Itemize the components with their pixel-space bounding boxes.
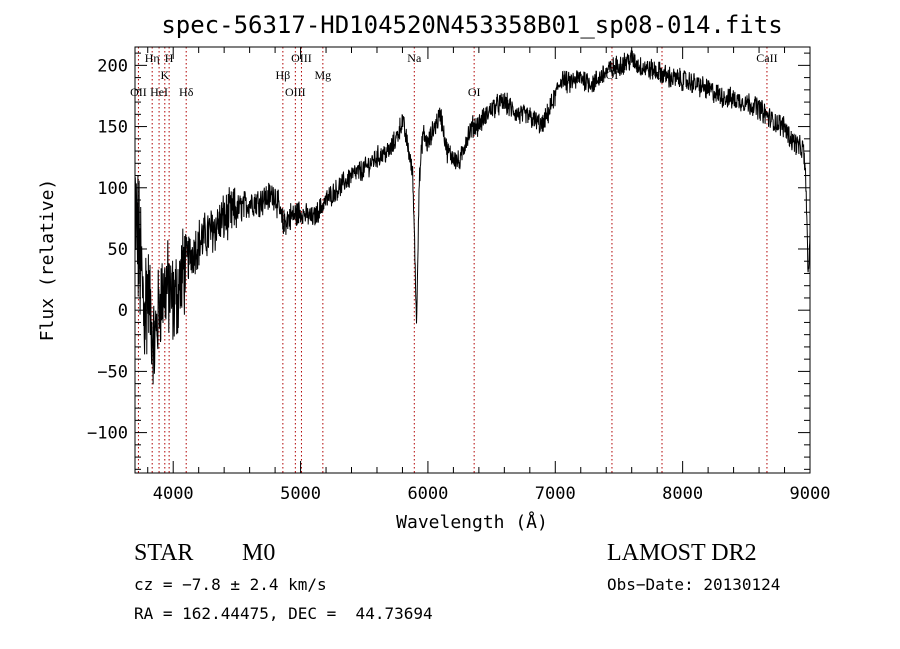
- line-marker-label: OI: [468, 85, 481, 99]
- x-tick-label: 5000: [280, 484, 321, 504]
- y-tick-label: 200: [97, 56, 128, 76]
- object-subclass: M0: [242, 540, 276, 566]
- x-tick-label: 8000: [662, 484, 703, 504]
- redshift-text: cz = −7.8 ± 2.4 km/s: [134, 575, 327, 594]
- coordinates-text: RA = 162.44475, DEC = 44.73694: [134, 604, 433, 623]
- line-marker-label: Hβ: [275, 68, 290, 82]
- line-marker-label: OII: [130, 85, 147, 99]
- chart-title: spec-56317-HD104520N453358B01_sp08-014.f…: [161, 11, 782, 39]
- obs-date-text: Obs−Date: 20130124: [607, 575, 781, 594]
- line-marker-label: Hδ: [179, 85, 194, 99]
- line-marker-label: CaII: [756, 51, 777, 65]
- y-tick-label: 150: [97, 118, 128, 138]
- line-marker-label: K: [160, 68, 169, 82]
- line-marker-label: Na: [407, 51, 422, 65]
- line-marker-label: OIII: [291, 51, 312, 65]
- y-axis: −100 −50 0 50 100 150 200: [87, 52, 810, 470]
- plot-frame: [134, 46, 811, 474]
- x-axis: 4000 5000 6000 7000 8000 9000: [147, 47, 831, 504]
- x-tick-label: 6000: [407, 484, 448, 504]
- y-tick-label: 0: [118, 301, 128, 321]
- object-class: STAR: [134, 540, 194, 566]
- y-tick-label: −50: [97, 362, 128, 382]
- y-tick-label: 50: [108, 240, 128, 260]
- x-tick-label: 7000: [535, 484, 576, 504]
- spectrum-line: [134, 49, 811, 385]
- line-marker-label: OIII: [285, 85, 306, 99]
- line-marker-label: HeI: [150, 85, 168, 99]
- y-tick-label: −100: [87, 424, 128, 444]
- line-marker-label: Mg: [315, 68, 332, 82]
- x-tick-label: 4000: [153, 484, 194, 504]
- y-tick-label: 100: [97, 179, 128, 199]
- y-axis-label: Flux (relative): [37, 179, 58, 342]
- line-marker-label: Hη: [145, 51, 160, 65]
- x-tick-label: 9000: [790, 484, 831, 504]
- x-axis-label: Wavelength (Å): [396, 511, 548, 533]
- survey-name: LAMOST DR2: [607, 540, 757, 566]
- line-marker-label: H: [165, 51, 174, 65]
